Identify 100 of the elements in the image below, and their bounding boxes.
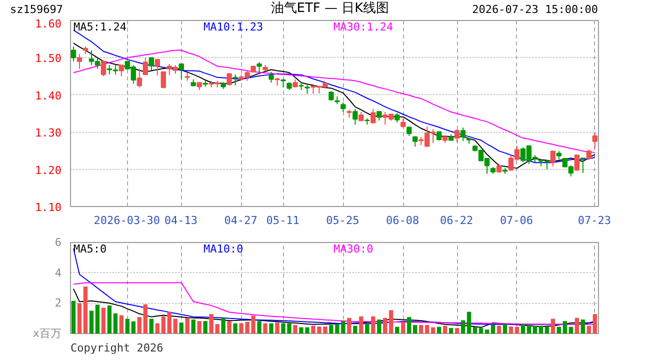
text: MA10:0 xyxy=(204,242,244,256)
y-tick-label: 2 xyxy=(54,296,62,310)
candlestick xyxy=(592,132,598,149)
candlestick xyxy=(352,108,358,126)
line-series xyxy=(72,50,596,154)
bar xyxy=(107,305,112,334)
text: sz159697 xyxy=(10,2,63,18)
bar xyxy=(101,308,106,334)
bar xyxy=(586,326,592,334)
bar xyxy=(191,320,196,334)
bar xyxy=(197,321,202,334)
bar xyxy=(89,310,94,334)
candlestick xyxy=(118,64,124,77)
bar xyxy=(161,316,166,334)
bar xyxy=(580,320,586,334)
y-tick-label: 1.60 xyxy=(35,18,62,30)
bar xyxy=(131,321,136,334)
bar xyxy=(478,328,484,334)
x-tick-label: 06-22 xyxy=(440,213,474,229)
candlestick xyxy=(412,136,418,148)
x-tick-label: 05-11 xyxy=(266,213,300,229)
candlestick xyxy=(70,46,76,62)
bar xyxy=(466,312,472,334)
candlestick xyxy=(394,112,400,123)
candlestick xyxy=(400,118,406,128)
text: MA30:0 xyxy=(334,242,374,256)
bar xyxy=(119,315,124,334)
bar xyxy=(413,325,418,334)
bar xyxy=(401,322,406,334)
candlestick xyxy=(226,73,232,86)
candlestick xyxy=(256,62,262,74)
candlestick xyxy=(142,57,148,76)
bar xyxy=(592,314,597,334)
candlestick xyxy=(340,102,346,113)
bar xyxy=(508,326,514,334)
bar xyxy=(454,328,460,334)
x-tick-label: 04-13 xyxy=(164,213,198,229)
text: MA10:1.23 xyxy=(204,20,264,34)
bar xyxy=(550,318,556,334)
bar xyxy=(496,326,502,334)
bar xyxy=(532,326,538,334)
bar xyxy=(562,321,568,334)
y-tick-label: 1.30 xyxy=(35,126,62,140)
candlestick xyxy=(100,60,106,77)
bar xyxy=(353,326,358,334)
bar xyxy=(514,326,520,334)
bar xyxy=(395,326,400,334)
candlestick xyxy=(136,68,142,88)
bar xyxy=(149,318,154,334)
bar xyxy=(113,313,118,334)
bar xyxy=(448,328,454,334)
bar xyxy=(155,323,160,334)
bar xyxy=(179,322,184,334)
text: 2026-07-23 15:00:00 xyxy=(472,2,598,18)
bar xyxy=(430,327,436,334)
bar xyxy=(125,318,130,334)
y-axis-title: x百万 xyxy=(32,327,62,340)
bar xyxy=(275,322,280,334)
y-tick-label: 1.10 xyxy=(35,201,62,214)
candlestick xyxy=(406,126,412,136)
bar xyxy=(233,323,238,334)
x-tick-label: 04-27 xyxy=(224,213,258,229)
bar xyxy=(490,325,496,334)
bar xyxy=(520,324,526,334)
bar xyxy=(293,325,298,334)
bar xyxy=(502,324,508,334)
bar xyxy=(568,326,574,334)
bar xyxy=(173,318,178,334)
candlestick xyxy=(178,64,184,80)
bar xyxy=(257,321,262,334)
bar xyxy=(185,318,190,334)
text: MA30:1.24 xyxy=(334,20,394,34)
bar xyxy=(137,317,142,334)
bar xyxy=(371,316,376,334)
bar xyxy=(442,326,448,334)
candlestick xyxy=(148,57,154,71)
x-tick-label: 07-06 xyxy=(500,213,534,229)
candlestick xyxy=(154,58,160,76)
line-series xyxy=(72,288,596,328)
candlestick xyxy=(232,74,238,86)
bar xyxy=(263,323,268,334)
bar xyxy=(538,326,544,334)
y-tick-label: 1.20 xyxy=(35,164,62,177)
chart-title: 油气ETF — 日K线图 xyxy=(270,1,390,16)
candlestick xyxy=(454,128,460,143)
bar xyxy=(377,320,382,334)
x-tick-label: 2026-03-30 xyxy=(94,213,160,229)
bar xyxy=(269,323,274,334)
bar xyxy=(574,318,580,334)
bar xyxy=(389,310,394,334)
bar xyxy=(556,326,562,334)
text: Copyright 2026 xyxy=(70,342,164,354)
x-tick-label: 07-23 xyxy=(578,213,611,229)
y-tick-label: 1.50 xyxy=(35,52,62,66)
series-label: MA5:1.24 xyxy=(74,20,127,34)
bar xyxy=(71,300,76,334)
bar xyxy=(221,318,226,334)
bar xyxy=(95,304,100,334)
bar xyxy=(526,325,532,334)
line-series xyxy=(72,282,596,325)
